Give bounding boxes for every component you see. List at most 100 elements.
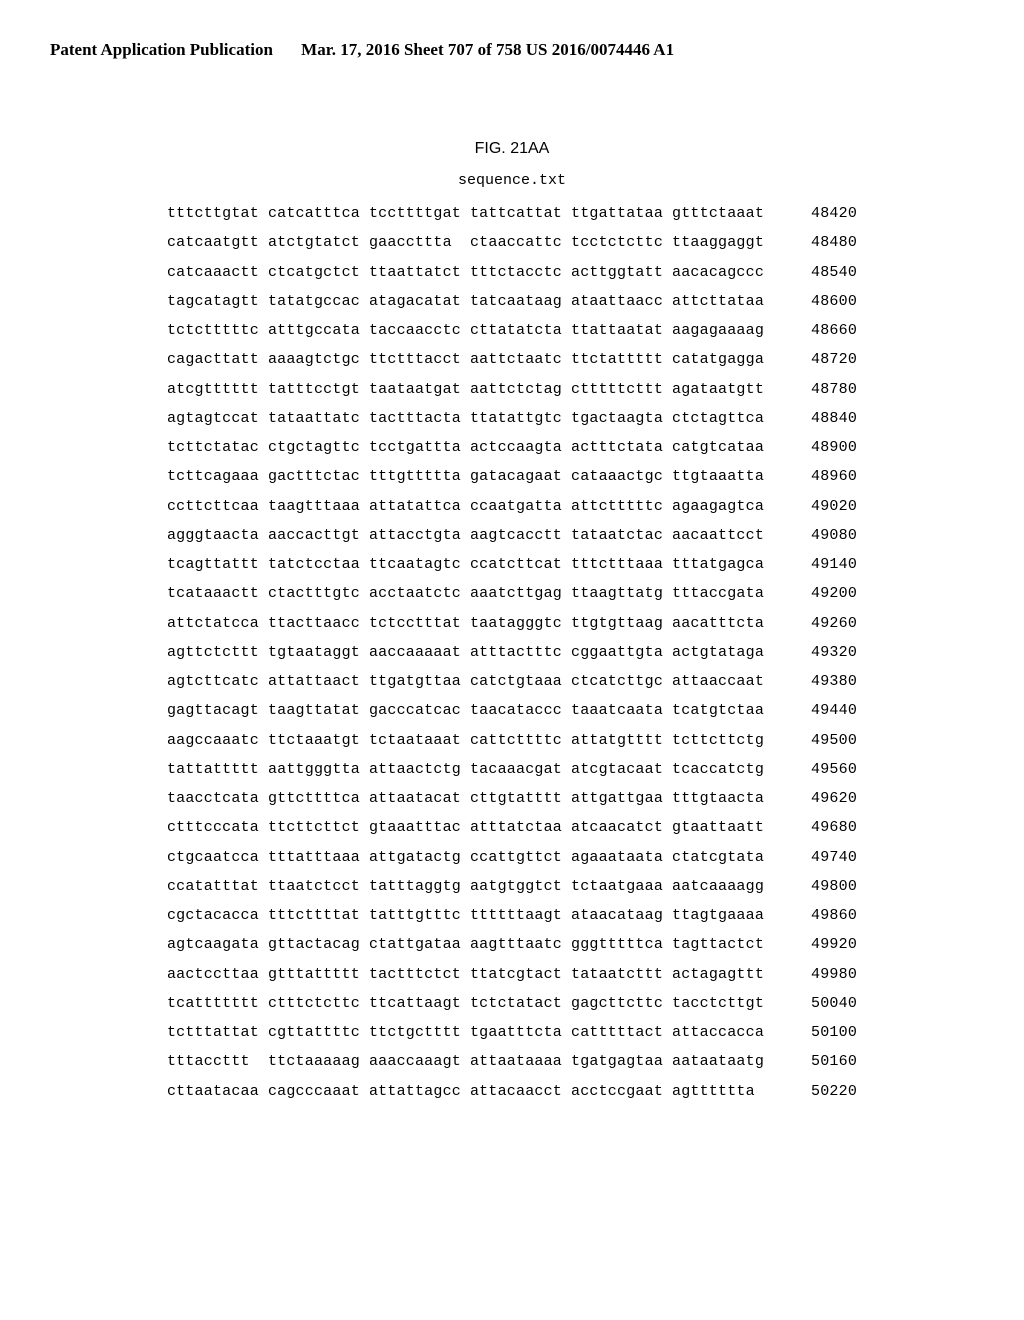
sequence-position: 49020 — [773, 492, 857, 521]
sequence-group: tacaaacgat — [470, 755, 571, 784]
sequence-group: agtcaagata — [167, 930, 268, 959]
sequence-position: 48540 — [773, 258, 857, 287]
sequence-group: attaatacat — [369, 784, 470, 813]
sequence-group: cagacttatt — [167, 345, 268, 374]
sequence-row: tcttcagaaagactttctactttgtttttagatacagaat… — [167, 462, 857, 491]
sequence-group: attatattca — [369, 492, 470, 521]
sequence-position: 49440 — [773, 696, 857, 725]
sequence-group: ttctgctttt — [369, 1018, 470, 1047]
sequence-group: catatgagga — [672, 345, 773, 374]
sequence-group: tatttaggtg — [369, 872, 470, 901]
sequence-group: aacatttcta — [672, 609, 773, 638]
sequence-group: tatttcctgt — [268, 375, 369, 404]
sequence-group: aattctctag — [470, 375, 571, 404]
sequence-group: tataattatc — [268, 404, 369, 433]
sequence-row: agggtaactaaaccacttgtattacctgtaaagtcacctt… — [167, 521, 857, 550]
sequence-row: aagccaaatcttctaaatgttctaataaatcattcttttc… — [167, 726, 857, 755]
sequence-group: tatctcctaa — [268, 550, 369, 579]
sequence-group: gagttacagt — [167, 696, 268, 725]
sequence-row: cagacttattaaaagtctgcttctttacctaattctaatc… — [167, 345, 857, 374]
sequence-group: catttttact — [571, 1018, 672, 1047]
sequence-row: agtagtccattataattatctactttactattatattgtc… — [167, 404, 857, 433]
sequence-group: tcctgattta — [369, 433, 470, 462]
sequence-group: ttctttacct — [369, 345, 470, 374]
sequence-group: tacctcttgt — [672, 989, 773, 1018]
sequence-group: tcttcttctg — [672, 726, 773, 755]
sequence-group: gaaccttta — [369, 228, 470, 257]
sequence-group: ataacataag — [571, 901, 672, 930]
sequence-group: attacctgta — [369, 521, 470, 550]
sequence-group: tcatgtctaa — [672, 696, 773, 725]
sequence-group: tttctttaaa — [571, 550, 672, 579]
sequence-group: ctatcgtata — [672, 843, 773, 872]
sequence-group: ttaaggaggt — [672, 228, 773, 257]
sequence-position: 49920 — [773, 930, 857, 959]
sequence-group: ttattaatat — [571, 316, 672, 345]
sequence-position: 48780 — [773, 375, 857, 404]
sequence-group: tttgttttta — [369, 462, 470, 491]
sequence-group: ttcaatagtc — [369, 550, 470, 579]
sequence-group: aagccaaatc — [167, 726, 268, 755]
sequence-group: tcataaactt — [167, 579, 268, 608]
sequence-position: 49500 — [773, 726, 857, 755]
sequence-position: 48420 — [773, 199, 857, 228]
sequence-position: 50220 — [773, 1077, 857, 1106]
sequence-group: ctctagttca — [672, 404, 773, 433]
sequence-group: tattattttt — [167, 755, 268, 784]
sequence-group: taacataccc — [470, 696, 571, 725]
sequence-group: taagtttaaa — [268, 492, 369, 521]
sequence-group: taataatgat — [369, 375, 470, 404]
sequence-group: taagttatat — [268, 696, 369, 725]
sequence-group: actttctata — [571, 433, 672, 462]
sequence-group: actagagttt — [672, 960, 773, 989]
sequence-position: 49200 — [773, 579, 857, 608]
sequence-position: 49380 — [773, 667, 857, 696]
sequence-group: ttctattttt — [571, 345, 672, 374]
sequence-row: ctgcaatccatttatttaaaattgatactgccattgttct… — [167, 843, 857, 872]
sequence-group: aaccacttgt — [268, 521, 369, 550]
sequence-row: tcagttattttatctcctaattcaatagtcccatcttcat… — [167, 550, 857, 579]
sequence-group: cttatatcta — [470, 316, 571, 345]
sequence-group: catcaaactt — [167, 258, 268, 287]
sequence-group: tgatgagtaa — [571, 1047, 672, 1076]
sequence-group: ctattgataa — [369, 930, 470, 959]
sequence-row: agtcaagatagttactacagctattgataaaagtttaatc… — [167, 930, 857, 959]
sequence-group: ttaatctcct — [268, 872, 369, 901]
sequence-group: ttgtgttaag — [571, 609, 672, 638]
sequence-position: 48960 — [773, 462, 857, 491]
sequence-group: atcgtttttt — [167, 375, 268, 404]
sequence-group: gacccatcac — [369, 696, 470, 725]
sequence-group: tagttactct — [672, 930, 773, 959]
sequence-group: cttgtatttt — [470, 784, 571, 813]
sequence-group: gttactacag — [268, 930, 369, 959]
sequence-group: gggtttttca — [571, 930, 672, 959]
sequence-group: tcaccatctg — [672, 755, 773, 784]
sequence-group: ctttttcttt — [571, 375, 672, 404]
sequence-group: aaaagtctgc — [268, 345, 369, 374]
sequence-group: attaaccaat — [672, 667, 773, 696]
sequence-group: aacaattcct — [672, 521, 773, 550]
sequence-position: 48720 — [773, 345, 857, 374]
sequence-group: ttcattaagt — [369, 989, 470, 1018]
sequence-group: attatgtttt — [571, 726, 672, 755]
sequence-row: ctttcccatattcttcttctgtaaatttacatttatctaa… — [167, 813, 857, 842]
sequence-group: cagcccaaat — [268, 1077, 369, 1106]
sequence-group: tactttacta — [369, 404, 470, 433]
sequence-row: tattatttttaattgggttaattaactctgtacaaacgat… — [167, 755, 857, 784]
sequence-group: catcaatgtt — [167, 228, 268, 257]
sequence-group: ttgattataa — [571, 199, 672, 228]
sequence-group: ctttctcttc — [268, 989, 369, 1018]
sequence-row: tagcatagtttatatgccacatagacatattatcaataag… — [167, 287, 857, 316]
sequence-group: cgctacacca — [167, 901, 268, 930]
sequence-row: ccatatttatttaatctccttatttaggtgaatgtggtct… — [167, 872, 857, 901]
sequence-group: tcagttattt — [167, 550, 268, 579]
sequence-group: aagtcacctt — [470, 521, 571, 550]
sequence-group: tctctttttc — [167, 316, 268, 345]
sequence-group: tttctacctc — [470, 258, 571, 287]
sequence-position: 50040 — [773, 989, 857, 1018]
sequence-group: tgtaataggt — [268, 638, 369, 667]
page-container: Patent Application Publication Mar. 17, … — [0, 0, 1024, 1146]
sequence-group: actgtataga — [672, 638, 773, 667]
sequence-group: tttatgagca — [672, 550, 773, 579]
sequence-group: catcatttca — [268, 199, 369, 228]
